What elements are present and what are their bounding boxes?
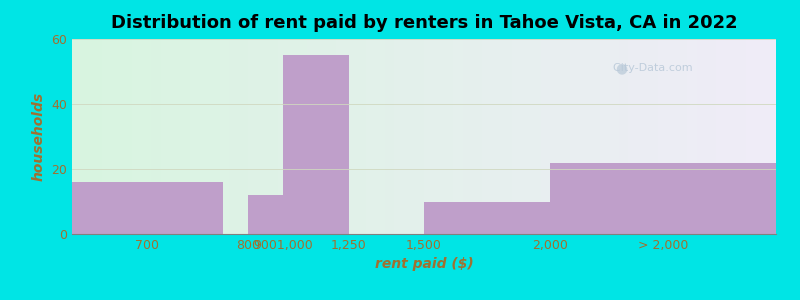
- Bar: [248, 195, 283, 234]
- Bar: [72, 182, 223, 234]
- Bar: [424, 202, 550, 234]
- X-axis label: rent paid ($): rent paid ($): [374, 257, 474, 272]
- Bar: [550, 163, 776, 234]
- Text: ●: ●: [615, 61, 627, 75]
- Y-axis label: households: households: [32, 92, 46, 181]
- Text: City-Data.com: City-Data.com: [606, 63, 693, 73]
- Title: Distribution of rent paid by renters in Tahoe Vista, CA in 2022: Distribution of rent paid by renters in …: [110, 14, 738, 32]
- Bar: [283, 55, 349, 234]
